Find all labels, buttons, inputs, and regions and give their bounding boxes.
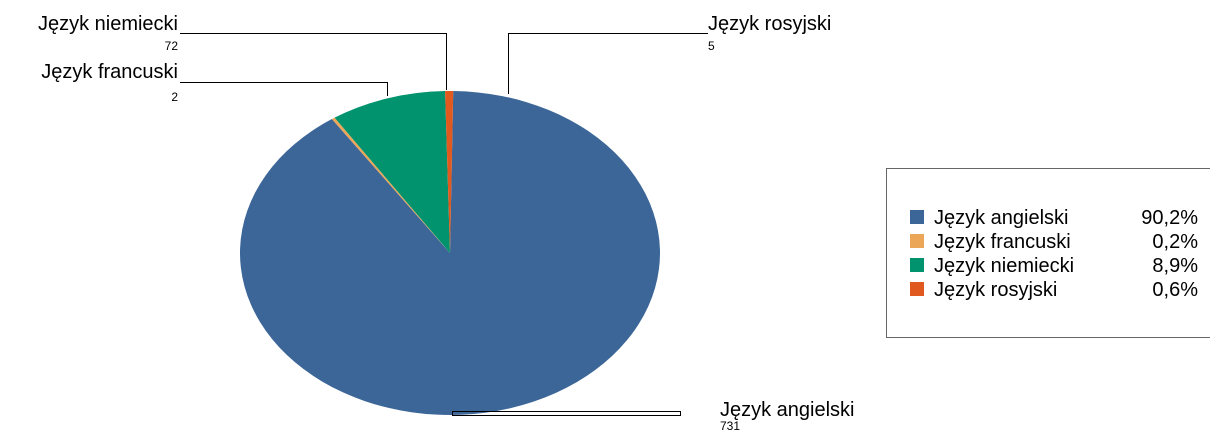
legend-percent-francuski: 0,2% xyxy=(1152,231,1198,253)
legend-percent-angielski: 90,2% xyxy=(1141,207,1198,229)
slice-francuski xyxy=(331,117,450,253)
slice-label-niemiecki: Język niemiecki xyxy=(38,13,178,35)
legend-swatch-angielski xyxy=(910,210,924,224)
legend-swatch-rosyjski xyxy=(910,282,924,296)
legend-swatch-niemiecki xyxy=(910,258,924,272)
slice-value-rosyjski: 5 xyxy=(708,39,715,53)
slice-angielski xyxy=(239,91,660,416)
legend-percent-niemiecki: 8,9% xyxy=(1152,255,1198,277)
slice-value-francuski: 2 xyxy=(171,90,178,104)
pie-slices xyxy=(239,90,660,416)
legend-label-francuski: Język francuski xyxy=(934,231,1071,253)
legend-label-niemiecki: Język niemiecki xyxy=(934,255,1074,277)
legend-box xyxy=(886,168,1210,338)
slice-label-angielski: Język angielski xyxy=(720,399,855,421)
legend-label-rosyjski: Język rosyjski xyxy=(934,279,1057,301)
slice-niemiecki xyxy=(334,91,450,253)
leader-line-francuski xyxy=(180,82,388,96)
legend: Język angielski 90,2% Język francuski 0,2% J… xyxy=(886,168,1210,338)
legend-label-angielski: Język angielski xyxy=(934,207,1069,229)
legend-percent-rosyjski: 0,6% xyxy=(1152,279,1198,301)
leader-line-angielski xyxy=(452,411,681,416)
leader-lines xyxy=(180,33,708,416)
legend-swatch-francuski xyxy=(910,234,924,248)
slice-label-rosyjski: Język rosyjski xyxy=(708,13,831,35)
slice-rosyjski xyxy=(445,90,454,253)
slice-value-niemiecki: 72 xyxy=(165,39,179,53)
slice-label-francuski: Język francuski xyxy=(41,61,178,83)
slice-value-angielski: 731 xyxy=(720,419,740,433)
leader-line-rosyjski xyxy=(508,33,708,94)
leader-line-niemiecki xyxy=(180,33,447,90)
